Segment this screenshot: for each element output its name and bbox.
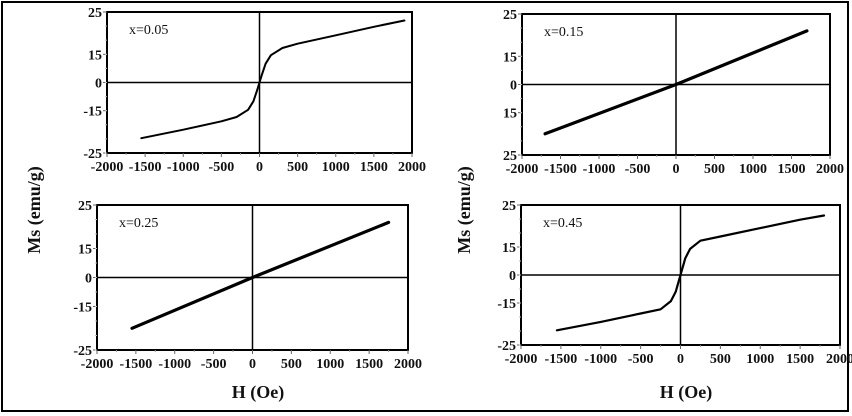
y-tick-label: 0 — [85, 272, 92, 287]
y-tick-label: 15 — [88, 48, 102, 63]
y-tick-label: 25 — [88, 6, 102, 21]
y-tick-label: 0 — [509, 269, 516, 284]
panel-1: -2000 -1500 -1000 -500 0 500 1000 1500 2000 25 15 0… — [83, 6, 426, 175]
y-tick-label: -15 — [497, 297, 516, 312]
magnetization-curve — [140, 19, 406, 140]
y-tick-label: 25 — [78, 199, 92, 214]
y-tick-label: 15 — [78, 243, 92, 258]
x-tick-label: 500 — [704, 162, 725, 177]
panel-3: -2000 -1500 -1000 -500 0 500 1000 1500 2000 25 15 0… — [73, 199, 422, 372]
x-axis-title-left: H (Oe) — [232, 382, 284, 403]
x-tick-label: -1500 — [129, 160, 162, 175]
y-axis-title-left: Ms (emu/g) — [24, 166, 45, 253]
y-tick-label: 15 — [503, 107, 517, 122]
y-tick-label: 15 — [502, 241, 516, 256]
magnetization-curve — [555, 214, 826, 332]
x-tick-label: -1500 — [120, 357, 153, 372]
x-tick-label: 500 — [281, 357, 302, 372]
y-tick-label: -25 — [497, 339, 516, 354]
x-tick-label: 0 — [256, 160, 263, 175]
x-tick-label: -1000 — [584, 352, 617, 367]
x-tick-label: -2000 — [91, 160, 124, 175]
x-tick-label: 2000 — [394, 357, 422, 372]
panel-4: -2000 -1500 -1000 -500 0 500 1000 1500 2000 25 15 0… — [497, 199, 852, 367]
y-tick-label: 25 — [502, 199, 516, 214]
x-tick-label: 1500 — [360, 160, 388, 175]
x-tick-label: -500 — [209, 160, 235, 175]
x-tick-label: -1000 — [167, 160, 200, 175]
x-tick-label: -500 — [625, 162, 651, 177]
x-tick-label: -2000 — [506, 162, 539, 177]
x-tick-label: -1000 — [583, 162, 616, 177]
x-tick-label: 2000 — [826, 352, 852, 367]
magnetization-curve — [543, 29, 809, 136]
y-tick-label: 25 — [503, 149, 517, 164]
panel-2: -2000 -1500 -1000 -500 0 500 1000 1500 2000 25 15 0… — [503, 8, 844, 177]
y-tick-label: 25 — [503, 8, 517, 23]
y-axis-title-right: Ms (emu/g) — [454, 166, 475, 253]
y-tick-label: 15 — [503, 50, 517, 65]
x-tick-label: 0 — [673, 162, 680, 177]
x-tick-label: 2000 — [816, 162, 844, 177]
x-tick-label: 1500 — [355, 357, 383, 372]
panel-composition-label: x=0.45 — [543, 216, 582, 231]
x-tick-label: 1000 — [739, 162, 767, 177]
x-tick-label: -500 — [628, 352, 654, 367]
x-tick-label: -2000 — [81, 357, 114, 372]
x-tick-label: 1500 — [778, 162, 806, 177]
x-tick-label: -1500 — [544, 162, 577, 177]
x-tick-label: -2000 — [505, 352, 538, 367]
x-tick-label: -500 — [201, 357, 227, 372]
x-tick-label: 500 — [710, 352, 731, 367]
y-tick-label: 0 — [510, 79, 517, 94]
y-tick-label: -25 — [83, 147, 102, 162]
x-tick-label: 0 — [677, 352, 684, 367]
panel-composition-label: x=0.25 — [119, 216, 158, 231]
y-tick-label: -15 — [73, 301, 92, 316]
x-tick-label: 1000 — [322, 160, 350, 175]
x-tick-label: -1000 — [158, 357, 191, 372]
y-tick-label: -25 — [73, 344, 92, 359]
x-tick-label: 1000 — [316, 357, 344, 372]
y-tick-label: 0 — [95, 77, 102, 92]
x-tick-label: 0 — [249, 357, 256, 372]
panel-composition-label: x=0.15 — [544, 25, 583, 40]
x-tick-label: 500 — [287, 160, 308, 175]
magnetization-curve — [130, 220, 391, 330]
panel-composition-label: x=0.05 — [129, 23, 168, 38]
y-tick-label: -15 — [83, 105, 102, 120]
x-tick-label: 1000 — [746, 352, 774, 367]
x-tick-label: -1500 — [545, 352, 578, 367]
x-tick-label: 1500 — [786, 352, 814, 367]
x-axis-title-right: H (Oe) — [660, 382, 712, 403]
x-tick-label: 2000 — [398, 160, 426, 175]
